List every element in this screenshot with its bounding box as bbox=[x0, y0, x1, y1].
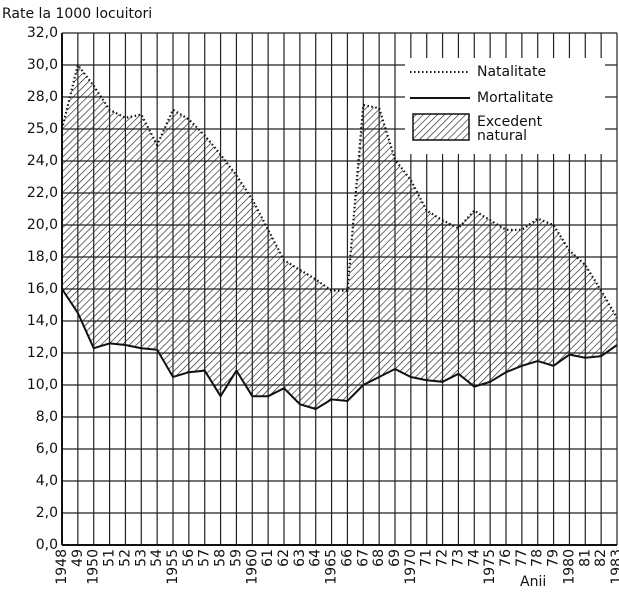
y-tick-label: 28,0 bbox=[27, 89, 58, 105]
y-tick-label: 32,0 bbox=[27, 25, 58, 41]
x-tick-label: 1965 bbox=[324, 549, 340, 585]
x-tick-label: 1960 bbox=[244, 549, 260, 585]
legend-label: Natalitate bbox=[477, 64, 546, 80]
y-tick-label: 25,0 bbox=[27, 121, 58, 137]
legend-label: Mortalitate bbox=[477, 90, 553, 106]
x-tick-label: 59 bbox=[228, 549, 244, 567]
y-tick-label: 8,0 bbox=[36, 409, 58, 425]
x-axis-label: Anii bbox=[520, 574, 546, 590]
x-tick-label: 62 bbox=[276, 549, 292, 567]
x-tick-label: 61 bbox=[260, 549, 276, 567]
y-tick-label: 24,0 bbox=[27, 153, 58, 169]
x-tick-label: 56 bbox=[181, 549, 197, 567]
y-tick-label: 16,0 bbox=[27, 281, 58, 297]
x-tick-label: 82 bbox=[593, 549, 609, 567]
y-tick-label: 2,0 bbox=[36, 505, 58, 521]
y-tick-label: 22,0 bbox=[27, 185, 58, 201]
x-tick-label: 81 bbox=[577, 549, 593, 567]
y-tick-label: 6,0 bbox=[36, 441, 58, 457]
y-tick-label: 4,0 bbox=[36, 473, 58, 489]
x-tick-label: 1980 bbox=[561, 549, 577, 585]
x-tick-label: 68 bbox=[371, 549, 387, 567]
y-tick-label: 10,0 bbox=[27, 377, 58, 393]
y-tick-label: 30,0 bbox=[27, 57, 58, 73]
x-tick-label: 1955 bbox=[165, 549, 181, 585]
x-tick-label: 52 bbox=[117, 549, 133, 567]
legend-label: Excedent bbox=[477, 114, 543, 130]
x-tick-label: 71 bbox=[419, 549, 435, 567]
x-tick-label: 77 bbox=[514, 549, 530, 567]
x-tick-label: 1948 bbox=[54, 549, 70, 585]
x-tick-label: 74 bbox=[466, 549, 482, 567]
y-tick-label: 12,0 bbox=[27, 345, 58, 361]
surplus-area bbox=[62, 65, 617, 409]
x-tick-label: 54 bbox=[149, 549, 165, 567]
x-tick-label: 66 bbox=[339, 549, 355, 567]
x-tick-label: 58 bbox=[213, 549, 229, 567]
x-tick-label: 51 bbox=[102, 549, 118, 567]
x-tick-label: 49 bbox=[70, 549, 86, 567]
x-tick-label: 1983 bbox=[609, 549, 619, 585]
legend-swatch bbox=[412, 113, 470, 141]
y-tick-label: 0,0 bbox=[36, 537, 58, 553]
x-tick-label: 73 bbox=[450, 549, 466, 567]
x-tick-label: 53 bbox=[133, 549, 149, 567]
x-tick-label: 69 bbox=[387, 549, 403, 567]
x-tick-label: 64 bbox=[308, 549, 324, 567]
x-tick-label: 72 bbox=[435, 549, 451, 567]
x-tick-label: 1970 bbox=[403, 549, 419, 585]
x-tick-label: 63 bbox=[292, 549, 308, 567]
y-tick-label: 14,0 bbox=[27, 313, 58, 329]
x-tick-label: 1950 bbox=[86, 549, 102, 585]
legend-label: natural bbox=[477, 128, 527, 144]
x-tick-label: 78 bbox=[530, 549, 546, 567]
x-tick-label: 57 bbox=[197, 549, 213, 567]
x-tick-label: 76 bbox=[498, 549, 514, 567]
series-line bbox=[61, 288, 618, 411]
y-tick-label: 18,0 bbox=[27, 249, 58, 265]
x-tick-label: 1975 bbox=[482, 549, 498, 585]
x-tick-label: 79 bbox=[546, 549, 562, 567]
x-tick-label: 67 bbox=[355, 549, 371, 567]
chart-title: Rate la 1000 locuitori bbox=[2, 6, 152, 22]
y-tick-label: 20,0 bbox=[27, 217, 58, 233]
